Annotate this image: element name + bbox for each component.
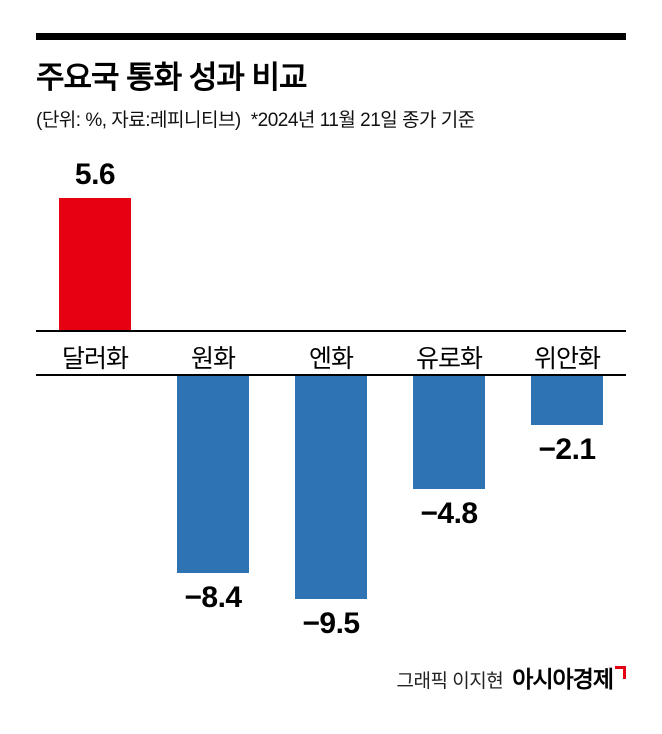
date-note: *2024년 11월 21일 종가 기준 xyxy=(250,110,476,131)
chart-subtitle: (단위: %, 자료:레피니티브) *2024년 11월 21일 종가 기준 xyxy=(36,105,475,132)
category-label: 원화 xyxy=(190,345,236,373)
value-label: −2.1 xyxy=(538,433,596,467)
bar-chart: 5.6 달러화 −8.4 원화 −9.5 엔화 −4.8 유로화 −2.1 위안화 xyxy=(36,158,626,670)
bar-엔화 xyxy=(295,376,367,600)
value-label: 5.6 xyxy=(74,158,116,192)
credit-line: 그래픽 이지현 아시아경제 xyxy=(397,660,626,694)
bar-달러화 xyxy=(59,198,131,330)
axis-line-top xyxy=(36,330,626,332)
brand-mark-icon xyxy=(615,666,626,679)
category-label: 위안화 xyxy=(533,345,601,373)
bar-유로화 xyxy=(413,376,485,489)
category-label: 달러화 xyxy=(61,345,129,373)
chart-title: 주요국 통화 성과 비교 xyxy=(36,60,308,95)
value-label: −9.5 xyxy=(302,607,360,641)
value-label: −4.8 xyxy=(420,496,478,530)
bar-위안화 xyxy=(531,376,603,426)
bar-원화 xyxy=(177,376,249,574)
axis-line-bottom xyxy=(36,374,626,376)
category-label: 엔화 xyxy=(308,345,354,373)
value-label: −8.4 xyxy=(184,581,242,615)
category-label: 유로화 xyxy=(415,345,483,373)
unit-source-note: (단위: %, 자료:레피니티브) xyxy=(36,110,241,131)
top-rule xyxy=(36,33,626,40)
credit-text: 그래픽 이지현 xyxy=(396,671,504,692)
brand-name: 아시아경제 xyxy=(512,666,614,692)
